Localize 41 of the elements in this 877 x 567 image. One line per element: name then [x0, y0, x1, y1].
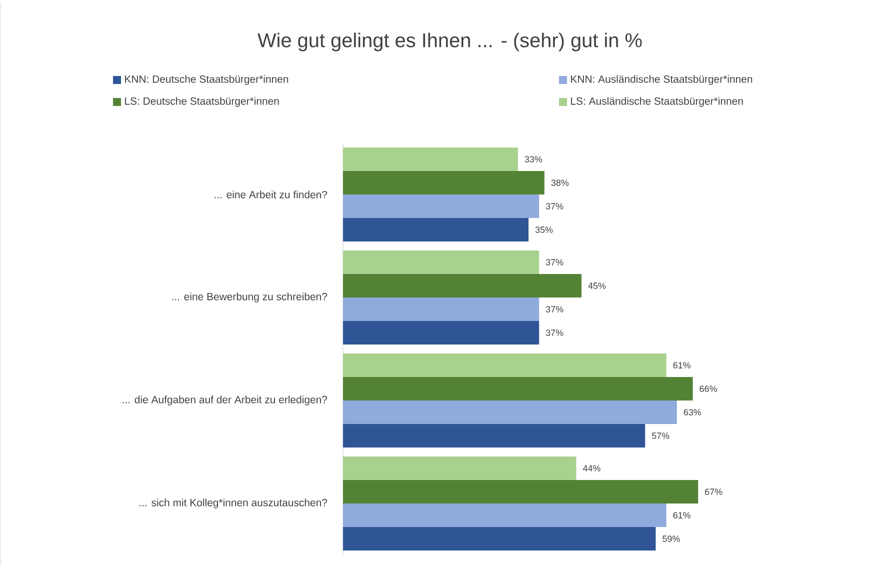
- data-label: 33%: [524, 156, 542, 162]
- legend-label: KNN: Deutsche Staatsbürger*innen: [125, 75, 288, 85]
- data-label: 38%: [551, 180, 569, 186]
- legend-label: LS: Deutsche Staatsbürger*innen: [125, 97, 279, 107]
- data-label: 37%: [546, 330, 564, 336]
- bar: [343, 456, 576, 480]
- bar: [343, 298, 540, 322]
- bar: [343, 218, 529, 242]
- data-label: 59%: [662, 536, 680, 542]
- bar: [343, 354, 666, 378]
- y-tick-label: ... eine Arbeit zu finden?: [214, 190, 328, 198]
- data-label: 61%: [673, 512, 690, 518]
- bar: [343, 148, 518, 171]
- bar: [343, 274, 582, 298]
- bar: [343, 424, 646, 448]
- bar: [343, 400, 677, 424]
- bar: [343, 377, 693, 401]
- y-tick-label: ... die Aufgaben auf der Arbeit zu erledigen?: [122, 396, 328, 406]
- y-tick-label: ... eine Bewerbung zu schreiben?: [172, 292, 328, 302]
- bar: [343, 171, 544, 194]
- y-tick-label: ... sich mit Kolleg*innen auszutauschen?: [140, 498, 328, 508]
- data-label: 67%: [705, 488, 722, 495]
- data-label: 61%: [673, 362, 690, 368]
- data-label: 44%: [582, 465, 600, 472]
- data-label: 63%: [684, 409, 702, 416]
- data-label: 37%: [546, 259, 564, 266]
- chart-title: Wie gut gelingt es Ihnen ... - (sehr) gut in %: [258, 32, 642, 52]
- data-label: 37%: [546, 306, 564, 312]
- data-label: 66%: [700, 386, 717, 392]
- legend-label: KNN: Ausländische Staatsbürger*innen: [571, 75, 752, 85]
- data-label: 45%: [588, 282, 606, 289]
- bar: [343, 321, 540, 345]
- data-label: 35%: [535, 226, 553, 233]
- bar: [343, 480, 698, 504]
- legend-label: LS: Ausländische Staatsbürger*innen: [571, 97, 743, 107]
- bar: [343, 250, 540, 274]
- bar: [343, 504, 666, 528]
- data-label: 37%: [546, 203, 564, 210]
- bar: [343, 194, 540, 218]
- data-label: 57%: [652, 432, 670, 439]
- bar: [343, 527, 656, 550]
